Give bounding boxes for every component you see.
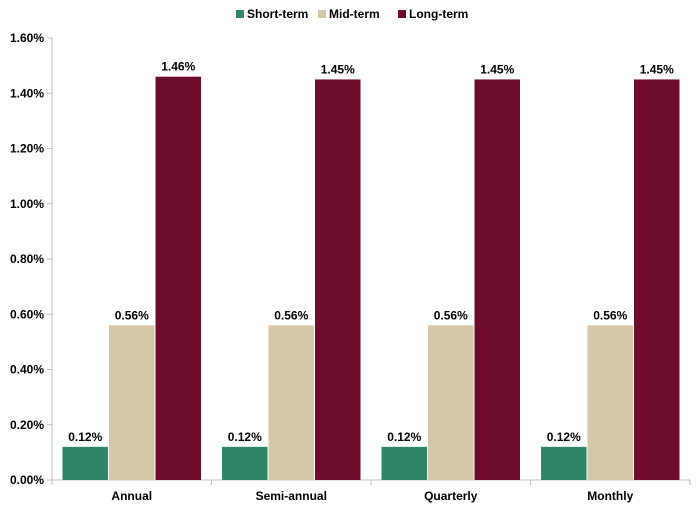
- data-label: 0.56%: [434, 308, 468, 322]
- legend-label: Long-term: [409, 7, 468, 21]
- y-tick-label: 0.20%: [10, 418, 44, 432]
- bar-short-term: [222, 446, 268, 480]
- y-tick-label: 0.40%: [10, 363, 44, 377]
- data-label: 1.45%: [480, 62, 514, 76]
- bar-long-term: [315, 79, 361, 480]
- x-category-label: Semi-annual: [256, 489, 327, 503]
- bar-mid-term: [268, 325, 314, 480]
- y-tick-label: 0.00%: [10, 473, 44, 487]
- y-tick-label: 1.40%: [10, 86, 44, 100]
- legend-label: Short-term: [247, 7, 308, 21]
- x-category-label: Annual: [111, 489, 152, 503]
- data-label: 1.45%: [640, 62, 674, 76]
- bar-short-term: [541, 446, 587, 480]
- x-category-label: Monthly: [587, 489, 633, 503]
- bar-long-term: [474, 79, 520, 480]
- data-label: 0.56%: [274, 308, 308, 322]
- x-axis: Annual Semi-annual Quarterly Monthly: [51, 479, 691, 503]
- bars: [62, 76, 680, 481]
- legend: Short-term Mid-term Long-term: [236, 7, 468, 21]
- bar-long-term: [634, 79, 680, 480]
- legend-swatch: [236, 10, 244, 18]
- data-label: 0.12%: [547, 430, 581, 444]
- data-label: 0.56%: [593, 308, 627, 322]
- data-label: 1.45%: [321, 62, 355, 76]
- data-label: 0.12%: [68, 430, 102, 444]
- y-tick-label: 1.20%: [10, 142, 44, 156]
- y-tick-label: 1.60%: [10, 31, 44, 45]
- y-tick-label: 1.00%: [10, 197, 44, 211]
- legend-label: Mid-term: [329, 7, 380, 21]
- data-labels: 0.12% 0.56% 1.46% 0.12% 0.56% 1.45% 0.12% 0.56%…: [68, 60, 674, 444]
- y-axis: 0.00% 0.20% 0.40% 0.60% 0.80% 1.00% 1.20% 1.40%…: [10, 31, 53, 487]
- bar-mid-term: [428, 325, 474, 480]
- bar-long-term: [155, 76, 201, 481]
- bar-mid-term: [109, 325, 155, 480]
- bar-mid-term: [587, 325, 633, 480]
- x-category-label: Quarterly: [424, 489, 478, 503]
- data-label: 0.56%: [115, 308, 149, 322]
- y-tick-label: 0.60%: [10, 307, 44, 321]
- bar-short-term: [381, 446, 427, 480]
- data-label: 1.46%: [161, 60, 195, 74]
- y-tick-label: 0.80%: [10, 252, 44, 266]
- bar-short-term: [62, 446, 108, 480]
- legend-swatch: [318, 10, 326, 18]
- data-label: 0.12%: [228, 430, 262, 444]
- legend-swatch: [398, 10, 406, 18]
- data-label: 0.12%: [387, 430, 421, 444]
